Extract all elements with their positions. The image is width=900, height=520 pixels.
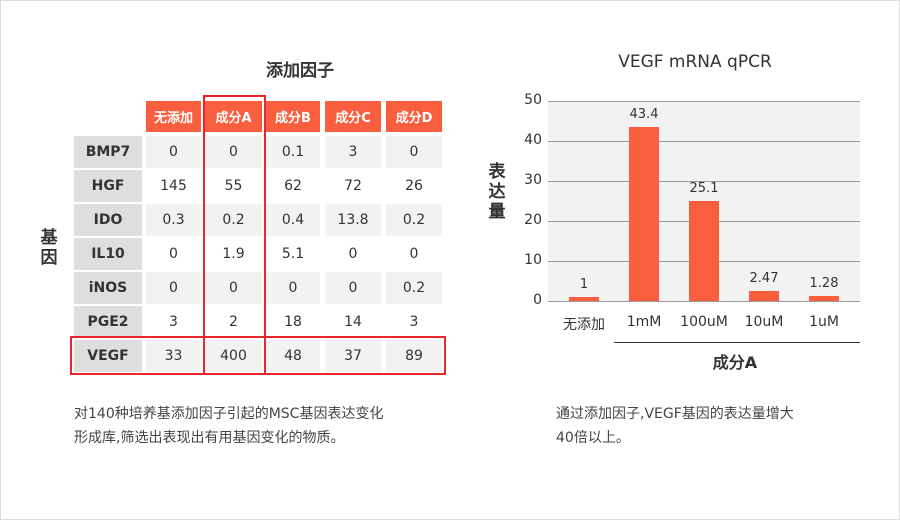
bar — [629, 127, 659, 301]
table-cell: 0.2 — [386, 204, 442, 236]
col-header-b: 成分B — [266, 101, 320, 132]
table-cell: 145 — [146, 170, 201, 202]
table-cell: 33 — [146, 340, 201, 372]
table-cell: 62 — [266, 170, 320, 202]
x-tick-label: 10uM — [744, 314, 784, 330]
table-cell: 0.3 — [146, 204, 201, 236]
chart-caption: 通过添加因子,VEGF基因的表达量增大 40倍以上。 — [556, 402, 876, 450]
table-cell: 3 — [146, 306, 201, 338]
table-cell: 0.2 — [386, 272, 442, 304]
row-label-ido: IDO — [74, 204, 142, 236]
row-label-il10: IL10 — [74, 238, 142, 270]
gridline — [548, 141, 860, 142]
x-tick-label: 100uM — [680, 314, 728, 330]
table-caption-line1: 对140种培养基添加因子引起的MSC基因表达变化 — [74, 406, 384, 422]
table-cell: 0 — [205, 272, 262, 304]
table-cell: 2 — [205, 306, 262, 338]
table-title: 添加因子 — [266, 61, 334, 81]
row-label-hgf: HGF — [74, 170, 142, 202]
x-tick-label: 1uM — [809, 314, 839, 330]
y-tick-label: 0 — [533, 292, 542, 308]
chart-caption-line1: 通过添加因子,VEGF基因的表达量增大 — [556, 406, 794, 422]
bar — [689, 200, 719, 301]
table-cell: 18 — [266, 306, 320, 338]
y-tick-label: 50 — [524, 92, 542, 108]
col-header-c: 成分C — [325, 101, 381, 132]
x-tick-label: 无添加 — [563, 317, 605, 333]
table-cell: 0.4 — [266, 204, 320, 236]
table-cell: 0 — [386, 136, 442, 168]
row-axis-label-text: 基因 — [40, 228, 58, 268]
row-label-vegf: VEGF — [74, 340, 142, 372]
bar-value-label: 25.1 — [689, 180, 719, 196]
table-cell: 55 — [205, 170, 262, 202]
row-label-pge2: PGE2 — [74, 306, 142, 338]
row-axis-label: 基因 — [38, 228, 60, 268]
table-cell: 0.2 — [205, 204, 262, 236]
table-cell: 0 — [266, 272, 320, 304]
bar-value-label: 1 — [579, 277, 589, 292]
bar-value-label: 43.4 — [629, 107, 659, 123]
gridline — [548, 181, 860, 182]
table-cell: 89 — [386, 340, 442, 372]
x-group-label: 成分A — [712, 353, 758, 372]
table-cell: 0 — [386, 238, 442, 270]
y-tick-label: 40 — [524, 132, 542, 148]
y-axis-label: 表达量 — [488, 162, 506, 222]
table-cell: 1.9 — [205, 238, 262, 270]
table-caption-line2: 形成库,筛选出表现出有用基因变化的物质。 — [74, 430, 345, 446]
table-cell: 72 — [325, 170, 381, 202]
table-cell: 13.8 — [325, 204, 381, 236]
row-label-bmp7: BMP7 — [74, 136, 142, 168]
table-cell: 3 — [325, 136, 381, 168]
table-cell: 400 — [205, 340, 262, 372]
table-cell: 0 — [146, 136, 201, 168]
bar — [809, 295, 839, 301]
table-cell: 14 — [325, 306, 381, 338]
col-header-none: 无添加 — [146, 101, 201, 132]
y-tick-label: 30 — [524, 172, 542, 188]
group-bracket-line — [614, 342, 860, 343]
table-cell: 5.1 — [266, 238, 320, 270]
gridline — [548, 301, 860, 302]
table-cell: 26 — [386, 170, 442, 202]
y-tick-label: 20 — [524, 212, 542, 228]
row-label-inos: iNOS — [74, 272, 142, 304]
table-cell: 0 — [205, 136, 262, 168]
table-cell: 0.1 — [266, 136, 320, 168]
table-cell: 0 — [146, 272, 201, 304]
table-cell: 0 — [325, 238, 381, 270]
bar — [749, 291, 779, 301]
y-tick-label: 10 — [524, 252, 542, 268]
bar — [569, 297, 599, 301]
col-header-d: 成分D — [386, 101, 442, 132]
gridline — [548, 101, 860, 102]
table-caption: 对140种培养基添加因子引起的MSC基因表达变化 形成库,筛选出表现出有用基因变… — [74, 402, 454, 450]
chart-caption-line2: 40倍以上。 — [556, 430, 630, 446]
bar-value-label: 1.28 — [809, 275, 839, 291]
table-cell: 37 — [325, 340, 381, 372]
table-cell: 3 — [386, 306, 442, 338]
x-tick-label: 1mM — [626, 314, 662, 330]
table-cell: 0 — [146, 238, 201, 270]
bar-value-label: 2.47 — [749, 271, 779, 287]
table-cell: 48 — [266, 340, 320, 372]
chart-title: VEGF mRNA qPCR — [618, 52, 772, 72]
col-header-a: 成分A — [205, 101, 262, 132]
table-cell: 0 — [325, 272, 381, 304]
